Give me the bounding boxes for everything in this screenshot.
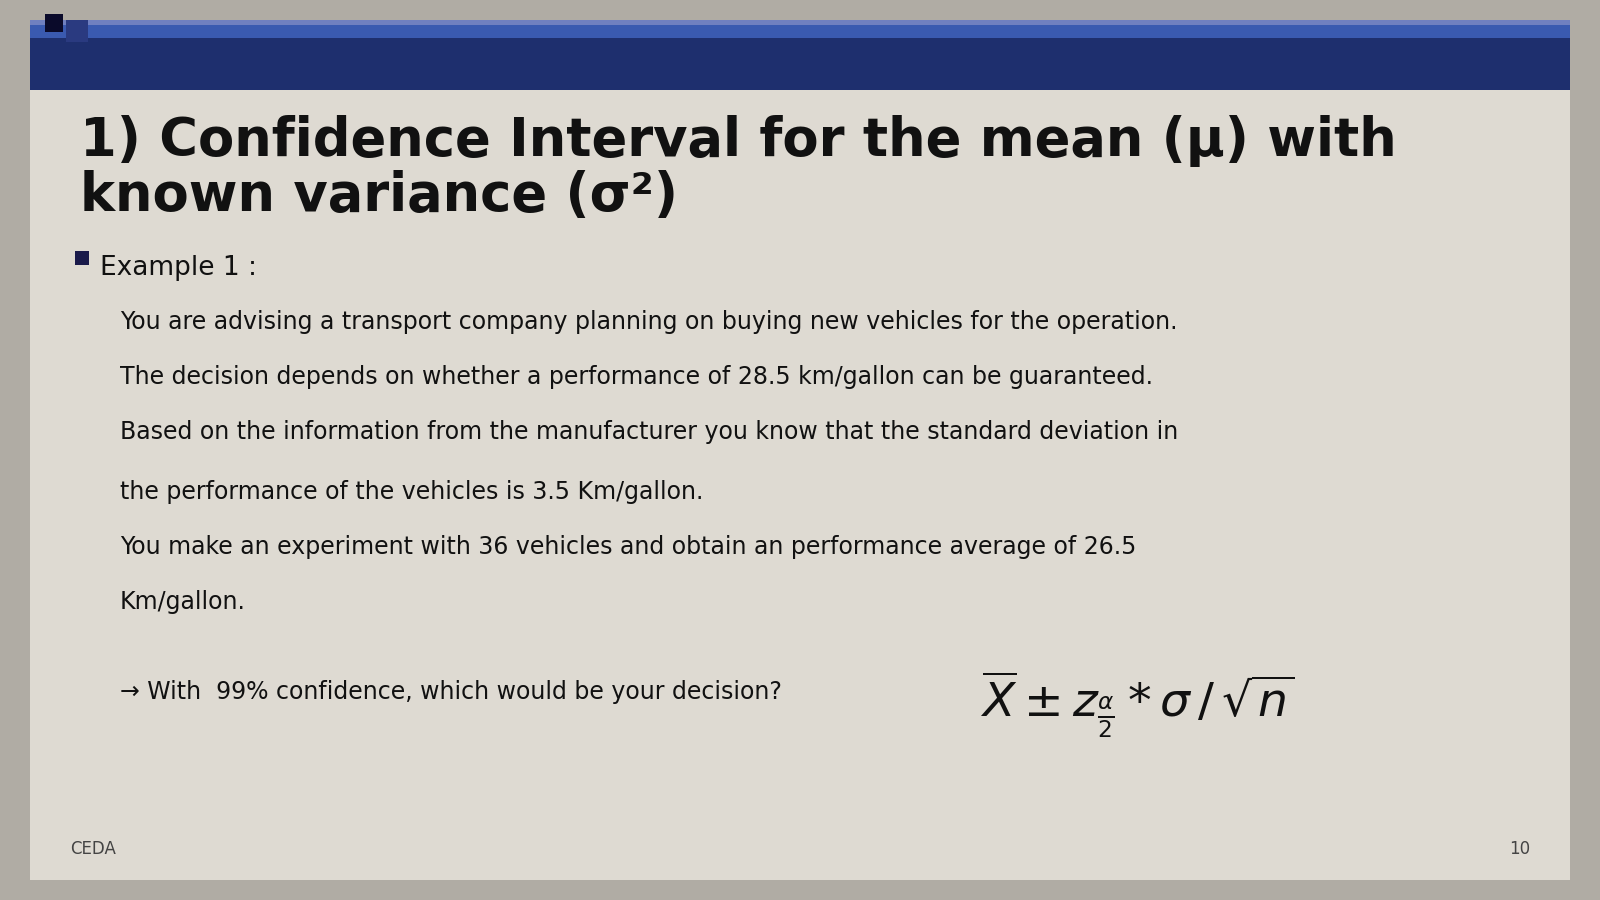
- Text: Example 1 :: Example 1 :: [99, 255, 258, 281]
- Bar: [45, 14, 62, 32]
- Text: known variance (σ²): known variance (σ²): [80, 170, 678, 222]
- Bar: [66, 20, 88, 42]
- Text: Km/gallon.: Km/gallon.: [120, 590, 246, 614]
- Text: $\overline{X} \pm z_{\frac{\alpha}{2}} * \sigma\,/\,\sqrt{n}$: $\overline{X} \pm z_{\frac{\alpha}{2}} *…: [979, 670, 1294, 741]
- Text: Based on the information from the manufacturer you know that the standard deviat: Based on the information from the manufa…: [120, 420, 1178, 444]
- Text: the performance of the vehicles is 3.5 Km/gallon.: the performance of the vehicles is 3.5 K…: [120, 480, 704, 504]
- Text: You are advising a transport company planning on buying new vehicles for the ope: You are advising a transport company pla…: [120, 310, 1178, 334]
- Text: CEDA: CEDA: [70, 840, 115, 858]
- Bar: [75, 251, 90, 265]
- Bar: [30, 20, 1570, 38]
- Text: The decision depends on whether a performance of 28.5 km/gallon can be guarantee: The decision depends on whether a perfor…: [120, 365, 1154, 389]
- Text: → With  99% confidence, which would be your decision?: → With 99% confidence, which would be yo…: [120, 680, 782, 704]
- Text: 10: 10: [1509, 840, 1530, 858]
- Bar: [30, 20, 1570, 25]
- Text: 1) Confidence Interval for the mean (μ) with: 1) Confidence Interval for the mean (μ) …: [80, 115, 1397, 167]
- Text: You make an experiment with 36 vehicles and obtain an performance average of 26.: You make an experiment with 36 vehicles …: [120, 535, 1136, 559]
- Bar: [30, 20, 1570, 90]
